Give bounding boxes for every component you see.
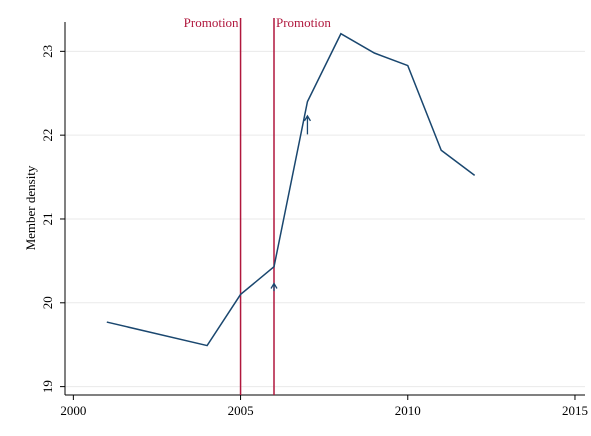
x-tick-label: 2000 bbox=[60, 403, 86, 418]
y-tick-label: 23 bbox=[40, 45, 55, 58]
promotion-label: Promotion bbox=[276, 15, 331, 30]
y-tick-label: 19 bbox=[40, 380, 55, 393]
y-tick-label: 21 bbox=[40, 212, 55, 225]
y-tick-label: 20 bbox=[40, 296, 55, 309]
arrow bbox=[303, 114, 312, 135]
x-tick-label: 2015 bbox=[562, 403, 588, 418]
x-tick-label: 2005 bbox=[228, 403, 254, 418]
data-line bbox=[106, 32, 476, 347]
y-tick-label: 22 bbox=[40, 129, 55, 142]
x-tick-label: 2010 bbox=[395, 403, 421, 418]
arrow bbox=[270, 282, 278, 292]
promotion-label: Promotion bbox=[184, 15, 239, 30]
y-axis-label: Member density bbox=[23, 165, 38, 250]
